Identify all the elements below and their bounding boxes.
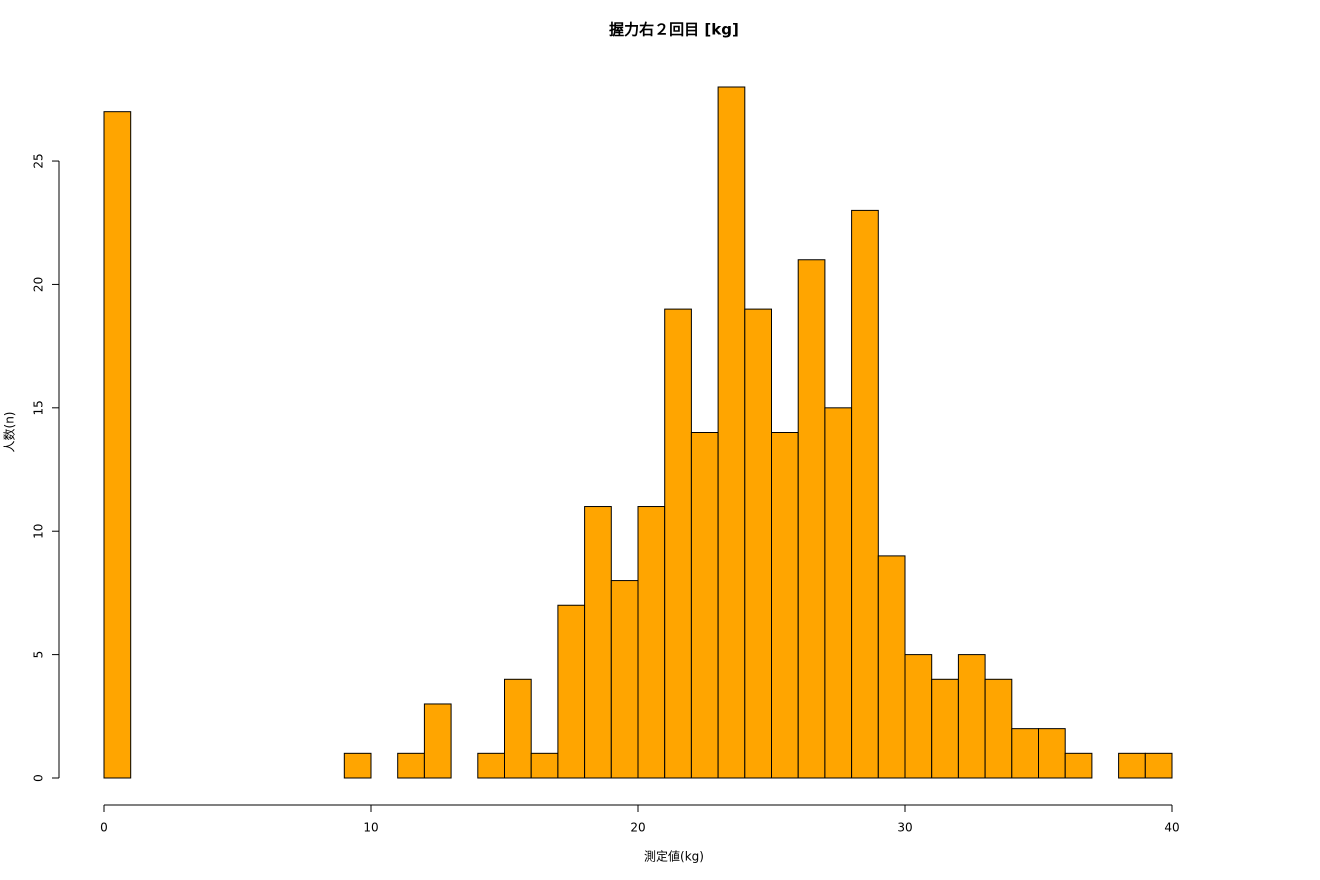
- bar: [717, 86, 746, 779]
- bar: [103, 111, 132, 779]
- bar: [477, 752, 505, 779]
- bar: [1064, 752, 1093, 779]
- bar: [397, 752, 425, 779]
- bar: [557, 604, 586, 779]
- y-tick-label: 0: [32, 774, 46, 782]
- bar: [771, 432, 799, 779]
- x-tick-label: 20: [630, 821, 645, 835]
- bar: [877, 555, 906, 779]
- y-tick-label: 10: [32, 524, 46, 539]
- bar: [610, 580, 639, 779]
- bar: [851, 209, 879, 779]
- y-tick-label: 20: [32, 277, 46, 292]
- bar: [797, 259, 826, 779]
- bar: [957, 654, 986, 779]
- y-tick-label: 25: [32, 153, 46, 168]
- bar: [343, 752, 372, 779]
- bar: [690, 432, 719, 779]
- bar: [1038, 728, 1066, 779]
- bar: [744, 308, 772, 779]
- bar: [423, 703, 452, 779]
- x-tick-label: 30: [897, 821, 912, 835]
- bar: [1011, 728, 1039, 779]
- bar: [637, 506, 666, 779]
- bar: [904, 654, 933, 779]
- y-tick-label: 15: [32, 400, 46, 415]
- x-axis-label: 測定値(kg): [644, 849, 704, 864]
- x-tick-label: 10: [363, 821, 378, 835]
- y-tick-label: 5: [32, 651, 46, 659]
- x-tick-label: 0: [100, 821, 108, 835]
- x-tick-label: 40: [1164, 821, 1179, 835]
- bar: [1118, 752, 1146, 779]
- bar: [1144, 752, 1173, 779]
- y-axis-label: 人数(n): [2, 412, 17, 453]
- bar: [504, 678, 532, 779]
- bar: [664, 308, 692, 779]
- bar: [931, 678, 959, 779]
- bar: [530, 752, 559, 779]
- bar: [584, 506, 612, 779]
- bar: [824, 407, 853, 779]
- chart-title: 握力右２回目 [kg]: [609, 21, 739, 39]
- bar: [984, 678, 1013, 779]
